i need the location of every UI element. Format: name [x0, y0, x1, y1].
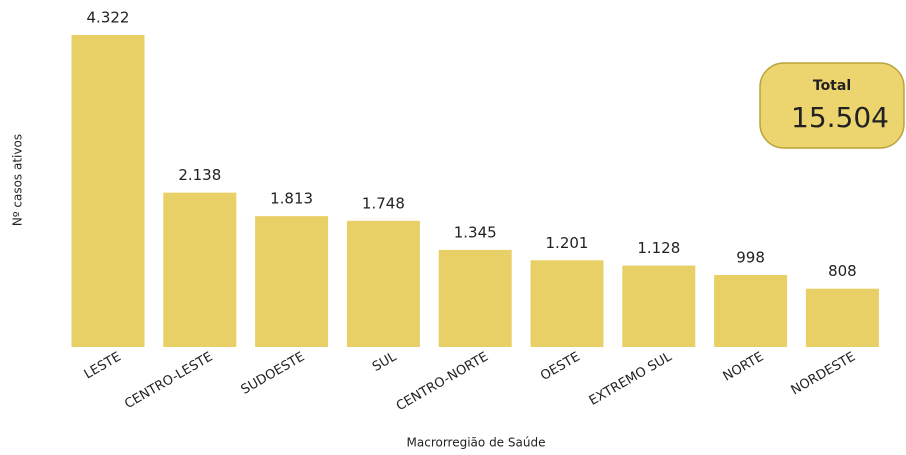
x-tick-label: LESTE	[82, 350, 124, 383]
bar	[714, 274, 788, 347]
bar	[346, 220, 420, 347]
value-label: 1.345	[454, 223, 497, 241]
value-label: 2.138	[178, 166, 221, 184]
total-value: 15.504	[791, 101, 889, 134]
bar	[71, 35, 145, 347]
value-label: 1.813	[270, 190, 313, 208]
x-tick-label: OESTE	[538, 350, 583, 384]
x-tick-label: CENTRO-NORTE	[394, 350, 491, 415]
value-label: 998	[736, 248, 765, 266]
value-label: 1.128	[637, 239, 680, 257]
value-label: 1.201	[546, 234, 589, 252]
value-label: 4.322	[87, 9, 130, 27]
x-tick-label: NORDESTE	[789, 350, 859, 399]
bar	[622, 265, 696, 347]
value-label: 1.748	[362, 194, 405, 212]
x-tick-label: CENTRO-LESTE	[122, 350, 215, 413]
bar	[530, 260, 604, 347]
y-axis-label: Nº casos ativos	[11, 134, 25, 226]
x-tick-label: NORTE	[721, 350, 767, 385]
x-axis-label: Macrorregião de Saúde	[407, 436, 546, 450]
value-label: 808	[828, 262, 857, 280]
bar	[163, 192, 237, 347]
x-tick-label: EXTREMO SUL	[587, 349, 675, 409]
x-tick-label: SUL	[370, 349, 400, 375]
x-tick-label: SUDOESTE	[239, 350, 308, 398]
bar	[255, 216, 329, 347]
bar	[438, 249, 512, 347]
total-card	[759, 62, 905, 149]
total-title: Total	[813, 78, 851, 94]
bar	[805, 288, 879, 347]
